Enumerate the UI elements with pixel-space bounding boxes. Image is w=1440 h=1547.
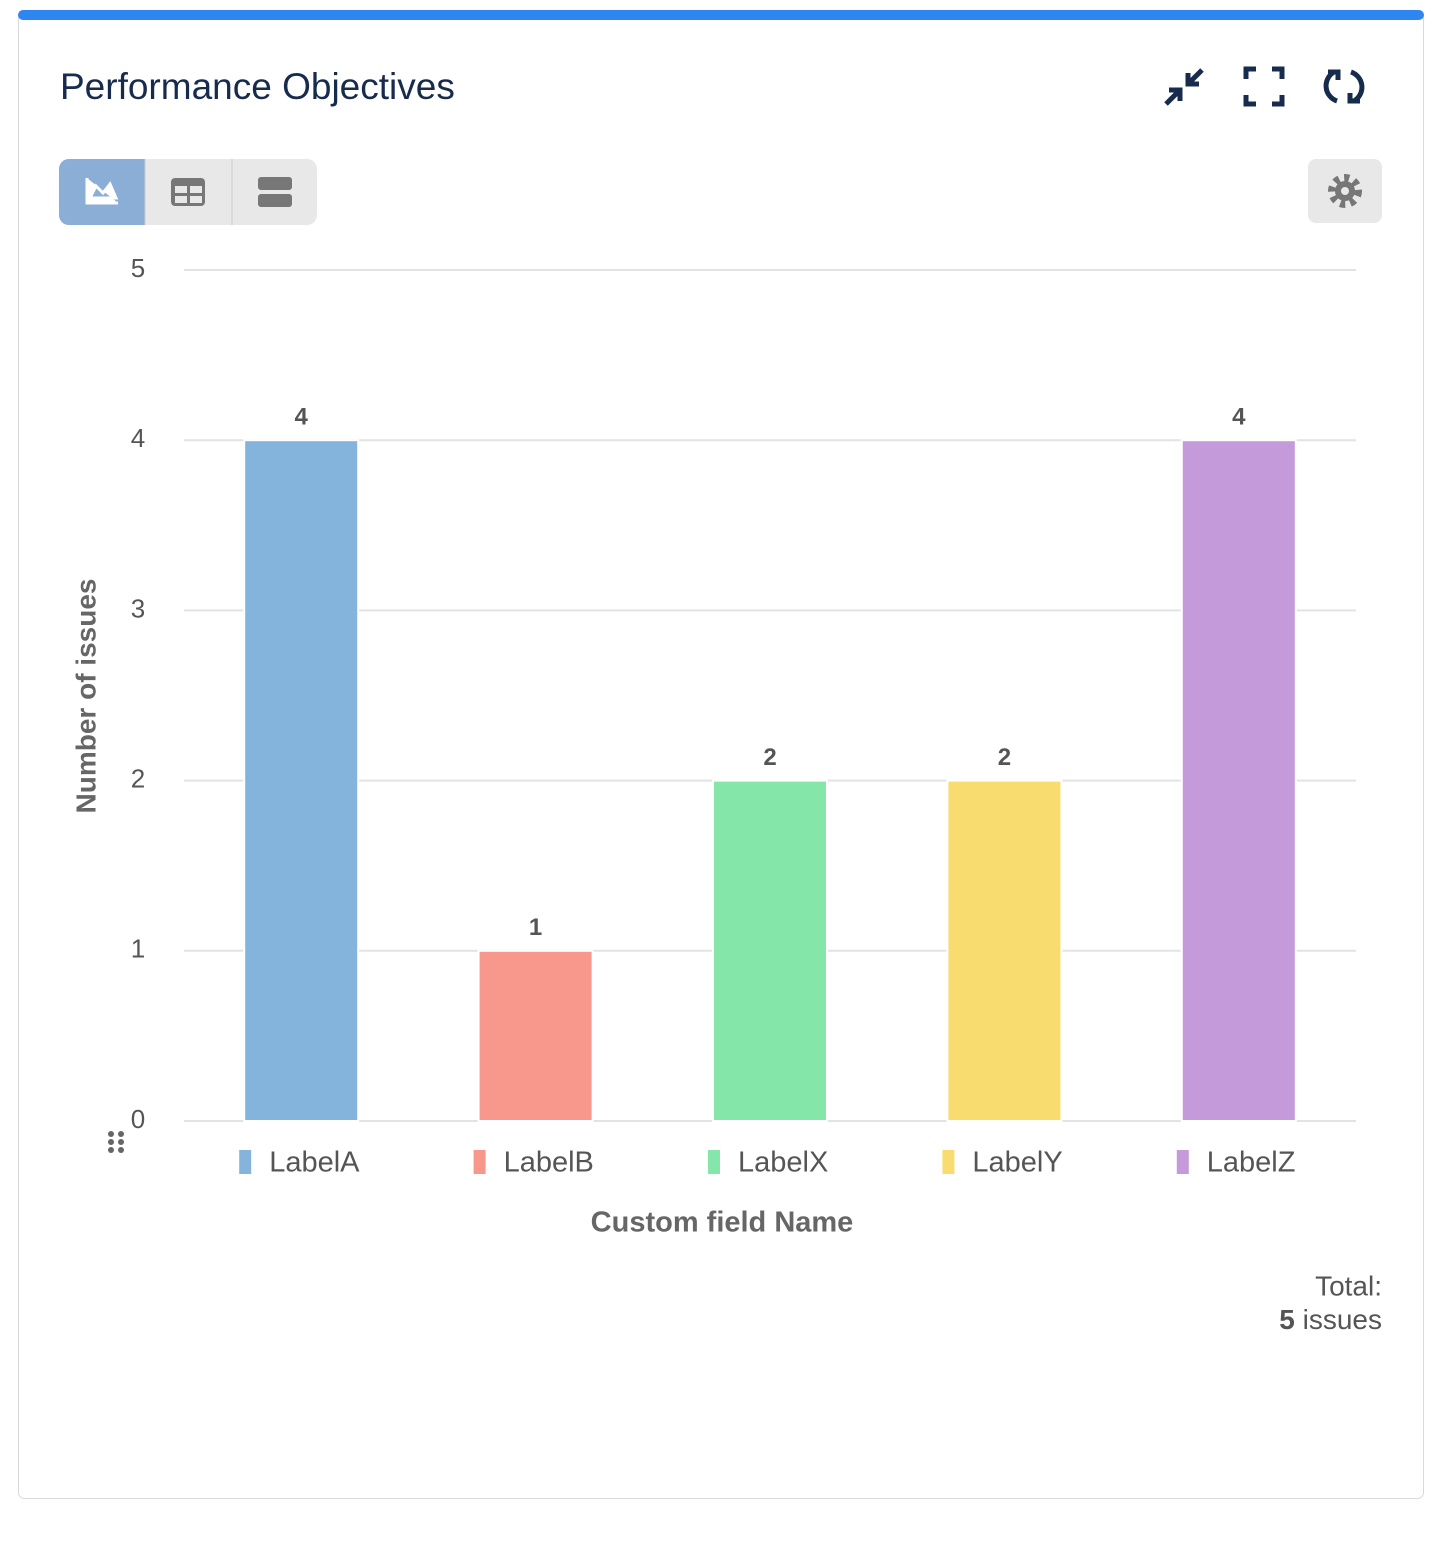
fullscreen-button[interactable] — [1243, 66, 1285, 107]
legend-label: LabelY — [972, 1147, 1062, 1179]
bar — [243, 439, 360, 1122]
settings-button[interactable] — [1308, 159, 1382, 223]
legend-swatch — [708, 1150, 720, 1174]
x-axis-title: Custom field Name — [591, 1207, 854, 1239]
bar — [946, 779, 1063, 1122]
value-label: 2 — [763, 744, 776, 771]
total-value: 5 — [1279, 1304, 1295, 1335]
header-icons — [1164, 66, 1365, 107]
drag-handle[interactable] — [108, 1131, 124, 1153]
value-label: 1 — [529, 914, 542, 941]
legend-swatch — [473, 1150, 486, 1174]
legend-label: LabelZ — [1207, 1147, 1296, 1179]
list-tab[interactable] — [258, 177, 292, 207]
legend-swatch — [1176, 1150, 1189, 1174]
total-line: 5 issues — [1279, 1304, 1382, 1335]
y-tick-label: 0 — [131, 1104, 145, 1134]
legend-label: LabelA — [269, 1147, 360, 1179]
table-tab[interactable] — [171, 178, 205, 206]
value-label: 4 — [1232, 404, 1246, 431]
bar — [1180, 439, 1297, 1122]
y-tick-label: 3 — [131, 593, 145, 623]
value-label: 4 — [295, 404, 309, 431]
y-tick-label: 5 — [131, 253, 145, 283]
value-label: 2 — [998, 744, 1011, 771]
bar — [477, 949, 594, 1122]
view-tabs — [59, 159, 1382, 225]
refresh-button[interactable] — [1323, 69, 1365, 104]
total-unit: issues — [1303, 1304, 1382, 1335]
legend-swatch — [239, 1150, 252, 1174]
y-tick-label: 4 — [131, 423, 145, 453]
gadget-title: Performance Objectives — [60, 66, 455, 107]
legend-label: LabelX — [738, 1147, 828, 1179]
bar — [712, 779, 828, 1122]
chart-icon — [85, 178, 119, 205]
legend-label: LabelB — [504, 1147, 594, 1179]
total-label: Total: — [1315, 1270, 1382, 1301]
y-tick-label: 2 — [131, 763, 145, 793]
y-tick-label: 1 — [131, 934, 145, 964]
y-axis-title: Number of issues — [70, 579, 101, 814]
card-top-bar — [18, 10, 1424, 20]
legend-swatch — [942, 1150, 955, 1174]
collapse-button[interactable] — [1164, 68, 1204, 106]
